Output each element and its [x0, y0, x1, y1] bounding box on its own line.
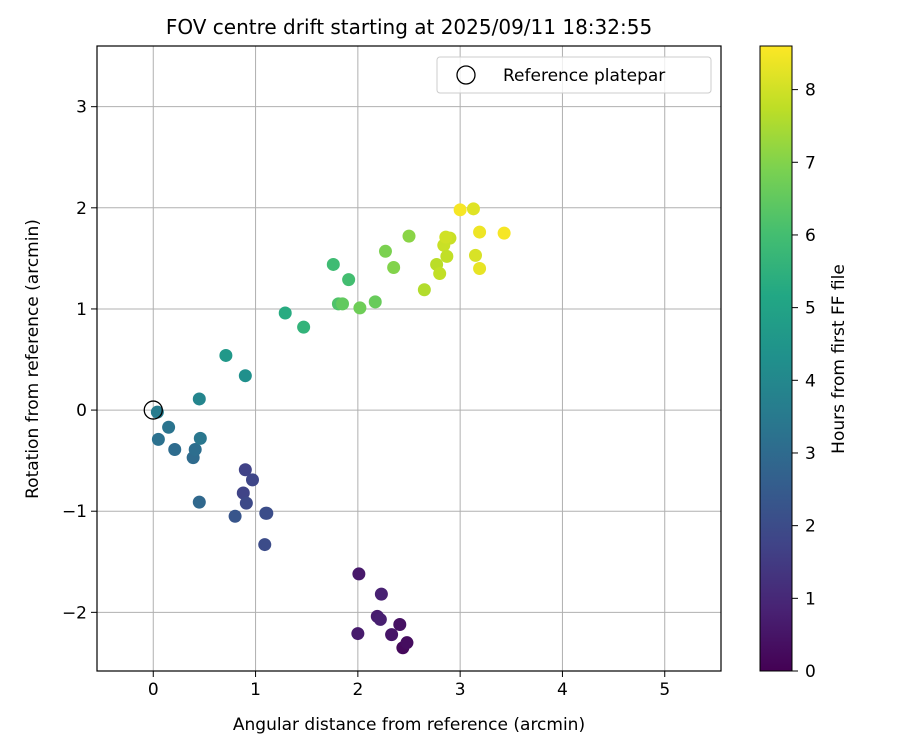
data-point	[245, 473, 259, 487]
data-point	[400, 636, 414, 650]
data-point	[193, 431, 207, 445]
data-point	[468, 248, 482, 262]
x-tick-label: 0	[148, 680, 159, 700]
legend-marker-open-circle	[456, 65, 476, 85]
colorbar-tick-label: 3	[805, 444, 816, 464]
colorbar-tick-label: 1	[805, 589, 816, 609]
data-point	[278, 306, 292, 320]
data-point	[453, 203, 467, 217]
colorbar-tick-label: 6	[805, 226, 816, 246]
y-tick-label: 0	[76, 401, 87, 421]
data-point	[417, 283, 431, 297]
data-point	[162, 420, 176, 434]
data-point	[473, 261, 487, 275]
data-point	[497, 226, 511, 240]
axes: 0 1 2 3 4 5 −2 −1 0 1 2 3	[62, 45, 722, 700]
data-point	[297, 320, 311, 334]
x-tick-label: 5	[659, 680, 670, 700]
data-point	[402, 229, 416, 243]
colorbar-gradient	[759, 45, 793, 672]
legend: Reference platepar	[436, 56, 712, 94]
colorbar-tick-label: 0	[805, 662, 816, 682]
legend-box	[436, 56, 712, 94]
data-point	[342, 273, 356, 287]
y-axis-label: Rotation from reference (arcmin)	[23, 219, 43, 499]
data-point	[368, 295, 382, 309]
data-point	[378, 244, 392, 258]
data-point	[387, 260, 401, 274]
data-point	[238, 369, 252, 383]
x-tick-label: 2	[352, 680, 363, 700]
colorbar: 0 1 2 3 4 5 6 7 8	[759, 45, 816, 682]
data-point	[473, 225, 487, 239]
x-tick-label: 4	[557, 680, 568, 700]
data-point	[373, 612, 387, 626]
data-point	[219, 348, 233, 362]
data-point	[336, 297, 350, 311]
data-point	[466, 202, 480, 216]
colorbar-tick-label: 8	[805, 81, 816, 101]
data-point	[260, 506, 274, 520]
colorbar-tick-label: 4	[805, 371, 816, 391]
y-tick-label: 2	[76, 199, 87, 219]
y-tick-label: 3	[76, 98, 87, 118]
data-point	[192, 495, 206, 509]
x-tick-label: 1	[250, 680, 261, 700]
legend-entry-label: Reference platepar	[503, 66, 665, 86]
y-tick-label: 1	[76, 300, 87, 320]
data-point	[192, 392, 206, 406]
chart-title: FOV centre drift starting at 2025/09/11 …	[166, 15, 652, 39]
colorbar-label: Hours from first FF file	[829, 264, 849, 454]
data-point	[385, 628, 399, 642]
scatter-points	[143, 202, 511, 655]
data-point	[188, 443, 202, 457]
grid-lines	[97, 46, 721, 671]
data-point	[239, 496, 253, 510]
reference-platepar-marker	[143, 400, 163, 420]
data-point	[440, 249, 454, 263]
colorbar-tick-label: 5	[805, 299, 816, 319]
data-point	[433, 267, 447, 281]
y-tick-label: −2	[62, 603, 87, 623]
data-point	[326, 257, 340, 271]
data-point	[353, 301, 367, 315]
data-point	[236, 486, 250, 500]
data-point	[168, 443, 182, 457]
colorbar-tick-label: 7	[805, 153, 816, 173]
data-point	[238, 463, 252, 477]
x-axis-label: Angular distance from reference (arcmin)	[233, 715, 585, 735]
x-tick-label: 3	[455, 680, 466, 700]
data-point	[228, 509, 242, 523]
data-point	[151, 432, 165, 446]
data-point	[351, 627, 365, 641]
data-point	[439, 230, 453, 244]
y-tick-label: −1	[62, 502, 87, 522]
plot-frame	[96, 45, 722, 672]
data-point	[352, 567, 366, 581]
colorbar-tick-label: 2	[805, 517, 816, 537]
data-point	[393, 617, 407, 631]
data-point	[374, 587, 388, 601]
data-point	[258, 538, 272, 552]
